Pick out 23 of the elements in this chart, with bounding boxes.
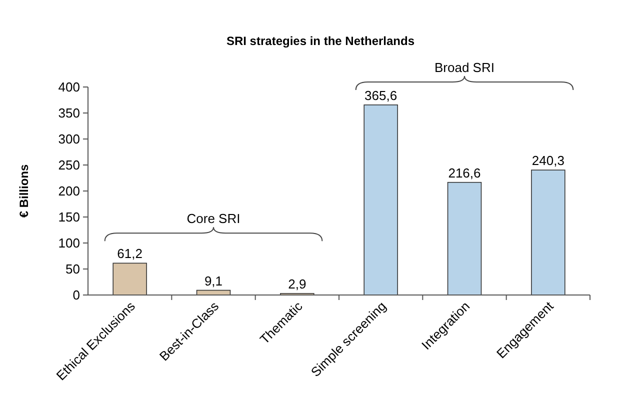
data-label: 216,6 (448, 165, 481, 180)
y-tick-label: 300 (58, 132, 80, 146)
y-tick-label: 50 (66, 262, 80, 276)
y-tick-label: 0 (72, 288, 80, 302)
bar (112, 262, 147, 296)
data-label: 240,3 (532, 153, 564, 168)
bar (447, 182, 482, 296)
data-label: 61,2 (117, 246, 142, 262)
y-tick-label: 150 (58, 210, 80, 224)
text: Broad SRI (434, 60, 494, 75)
y-tick-label: 200 (58, 184, 80, 198)
y-tick-label: 350 (58, 106, 80, 120)
data-label: 9,1 (204, 273, 223, 288)
y-tick-label: 400 (58, 80, 80, 94)
bar (531, 170, 566, 296)
data-label: 2,9 (288, 276, 306, 292)
chart-title: SRI strategies in the Netherlands (226, 34, 415, 48)
y-tick-label: 100 (58, 236, 80, 250)
bar (364, 104, 398, 296)
y-tick-label: 250 (58, 158, 80, 172)
data-label: 365,6 (364, 88, 398, 103)
annotation: Core SRI (186, 211, 240, 226)
y-axis-title: € Billions (17, 164, 31, 218)
